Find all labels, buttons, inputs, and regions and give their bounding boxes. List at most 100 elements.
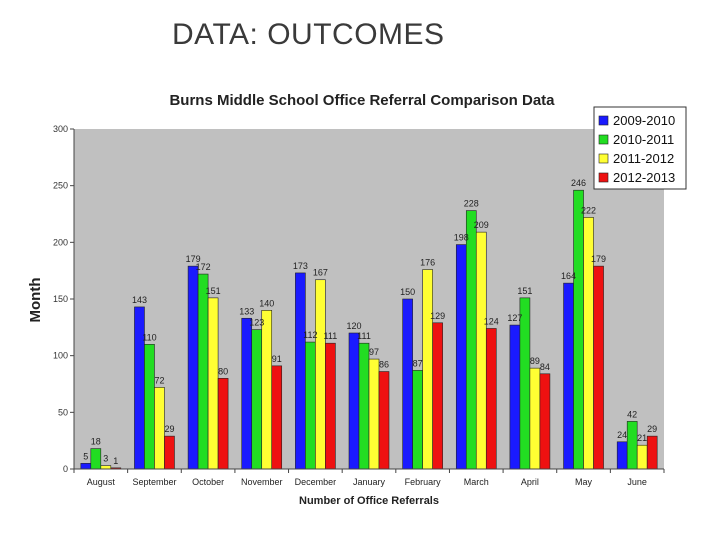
bar-2011-2012-January — [368, 358, 380, 470]
data-label: 111 — [324, 331, 338, 341]
x-tick-label: October — [192, 477, 224, 487]
bar-2011-2012-November — [261, 310, 273, 470]
bar-2010-2011-March — [465, 210, 477, 470]
data-label: 29 — [647, 424, 657, 434]
bar-2009-2010-May — [563, 282, 574, 470]
bar-2012-2013-June — [646, 435, 658, 470]
bar-2010-2011-October — [197, 273, 209, 470]
data-label: 209 — [474, 220, 489, 230]
x-tick-label: May — [575, 477, 593, 487]
bar-2011-2012-December — [315, 279, 326, 470]
bar-2012-2013-September — [164, 435, 175, 470]
y-tick-label: 50 — [58, 407, 68, 417]
bar-2012-2013-March — [485, 328, 497, 470]
bar-2009-2010-January — [348, 332, 360, 470]
data-label: 72 — [154, 375, 164, 385]
data-label: 198 — [454, 233, 469, 243]
y-tick-label: 150 — [53, 294, 68, 304]
y-tick-label: 300 — [53, 124, 68, 134]
bar-2010-2011-November — [251, 329, 263, 470]
data-label: 97 — [369, 347, 379, 357]
y-axis-label: Month — [27, 278, 44, 323]
bar-2009-2010-November — [241, 317, 253, 470]
data-label: 228 — [464, 199, 479, 209]
bar-2012-2013-December — [325, 342, 336, 470]
data-label: 179 — [186, 254, 201, 264]
legend-label: 2010-2011 — [613, 132, 674, 147]
bar-2009-2010-October — [187, 265, 199, 470]
bar-2009-2010-February — [402, 298, 413, 470]
bar-2012-2013-May — [593, 265, 604, 470]
bar-2011-2012-February — [422, 269, 433, 470]
y-tick-label: 100 — [53, 351, 68, 361]
x-tick-label: November — [241, 477, 283, 487]
y-tick-label: 250 — [53, 181, 68, 191]
data-label: 129 — [430, 311, 445, 321]
data-label: 120 — [346, 321, 361, 331]
data-label: 176 — [420, 258, 435, 268]
data-label: 151 — [517, 286, 532, 296]
bar-2011-2012-March — [475, 231, 487, 470]
data-label: 112 — [303, 330, 317, 340]
bar-2011-2012-June — [636, 444, 648, 470]
legend-box — [593, 106, 687, 190]
data-label: 1 — [113, 456, 118, 466]
bar-2012-2013-February — [432, 322, 443, 470]
x-tick-label: March — [464, 477, 489, 487]
data-label: 172 — [196, 262, 211, 272]
bar-2010-2011-April — [519, 297, 531, 470]
data-label: 127 — [507, 313, 522, 323]
bar-2011-2012-October — [207, 297, 219, 470]
bar-2010-2011-December — [305, 341, 316, 470]
data-label: 29 — [164, 424, 174, 434]
x-tick-label: April — [521, 477, 539, 487]
bar-2012-2013-November — [271, 365, 283, 470]
bar-2009-2010-April — [509, 324, 521, 470]
legend-swatch — [598, 172, 609, 183]
data-label: 222 — [581, 205, 596, 215]
data-label: 24 — [617, 430, 627, 440]
data-label: 87 — [413, 358, 423, 368]
data-label: 173 — [293, 261, 308, 271]
data-label: 124 — [484, 316, 499, 326]
data-label: 179 — [591, 254, 606, 264]
data-label: 42 — [627, 409, 637, 419]
bar-2010-2011-May — [573, 189, 584, 470]
chart-title: Burns Middle School Office Referral Comp… — [169, 92, 555, 109]
legend-label: 2012-2013 — [613, 170, 675, 185]
x-tick-label: June — [627, 477, 647, 487]
data-label: 151 — [206, 286, 221, 296]
data-label: 123 — [249, 318, 264, 328]
bar-2012-2013-April — [539, 373, 551, 470]
y-tick-label: 200 — [53, 237, 68, 247]
data-label: 5 — [83, 451, 88, 461]
bar-2009-2010-December — [295, 272, 306, 470]
bar-2010-2011-September — [144, 344, 155, 470]
slide-title: DATA: OUTCOMES — [172, 18, 445, 51]
y-tick-label: 0 — [63, 464, 68, 474]
data-label: 111 — [357, 331, 371, 341]
bar-2011-2012-April — [529, 367, 541, 470]
bar-2010-2011-January — [358, 342, 370, 470]
bar-2011-2012-September — [154, 387, 165, 470]
y-axis: 0 50 100 150 200 250 300 — [53, 124, 75, 474]
bar-2009-2010-August — [80, 463, 92, 470]
data-label: 164 — [561, 271, 576, 281]
legend-swatch — [598, 134, 609, 145]
data-label: 246 — [571, 178, 586, 188]
data-label: 21 — [637, 433, 647, 443]
data-label: 91 — [272, 354, 282, 364]
x-tick-label: January — [353, 477, 386, 487]
bar-2012-2013-October — [217, 378, 229, 470]
x-tick-label: September — [132, 477, 176, 487]
bar-2012-2013-January — [378, 371, 390, 470]
bar-2009-2010-June — [616, 441, 628, 470]
data-label: 84 — [540, 362, 550, 372]
x-tick-label: December — [295, 477, 337, 487]
legend-label: 2011-2012 — [613, 151, 674, 166]
x-tick-label: August — [87, 477, 116, 487]
x-axis: August September October November December Ja… — [73, 468, 665, 487]
bars — [80, 189, 658, 470]
